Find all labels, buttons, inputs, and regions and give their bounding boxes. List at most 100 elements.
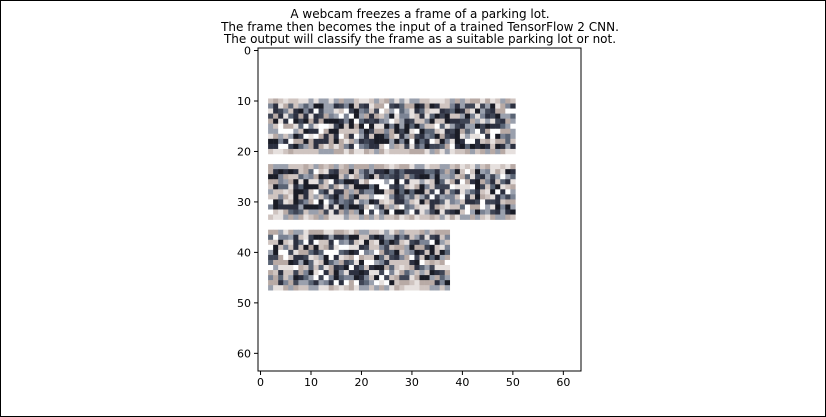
pixel-cell — [313, 285, 319, 291]
pixel-cell — [444, 199, 451, 205]
pixel-cell — [313, 123, 319, 129]
pixel-cell — [308, 244, 314, 251]
pixel-cell — [303, 270, 309, 276]
pixel-cell — [424, 199, 430, 205]
pixel-cell — [384, 209, 390, 215]
pixel-cell — [404, 194, 410, 200]
pixel-cell — [298, 214, 304, 220]
pixel-cell — [333, 280, 339, 286]
pixel-cell — [283, 204, 289, 210]
pixel-cell — [414, 128, 420, 135]
pixel-cell — [379, 133, 385, 140]
pixel-cell — [323, 103, 329, 109]
pixel-cell — [389, 103, 395, 109]
pixel-cell — [313, 118, 319, 124]
pixel-cell — [399, 128, 405, 135]
pixel-cell — [303, 103, 309, 109]
pixel-cell — [268, 103, 274, 109]
pixel-cell — [475, 103, 481, 109]
pixel-cell — [404, 275, 410, 281]
pixel-cell — [374, 128, 380, 135]
pixel-cell — [459, 108, 466, 114]
pixel-cell — [348, 143, 355, 150]
pixel-cell — [358, 98, 365, 104]
pixel-cell — [464, 184, 471, 190]
pixel-cell — [429, 113, 435, 119]
pixel-cell — [278, 199, 284, 205]
pixel-cell — [273, 138, 279, 145]
pixel-cell — [389, 128, 395, 135]
pixel-cell — [379, 108, 385, 114]
pixel-cell — [419, 270, 425, 276]
pixel-cell — [273, 254, 279, 261]
pixel-cell — [303, 275, 309, 281]
pixel-cell — [348, 133, 355, 140]
pixel-cell — [333, 275, 339, 281]
pixel-cell — [374, 108, 380, 114]
pixel-cell — [434, 234, 440, 241]
pixel-cell — [505, 214, 511, 220]
pixel-cell — [429, 103, 435, 109]
pixel-cell — [328, 98, 334, 104]
pixel-cell — [278, 179, 284, 185]
pixel-cell — [389, 275, 395, 281]
pixel-cell — [358, 103, 365, 109]
pixel-cell — [389, 174, 395, 180]
pixel-cell — [434, 174, 440, 180]
pixel-cell — [333, 98, 339, 104]
pixel-cell — [404, 108, 410, 114]
pixel-cell — [409, 179, 415, 185]
pixel-cell — [459, 138, 466, 145]
pixel-cell — [323, 164, 329, 170]
pixel-cell — [363, 138, 370, 145]
pixel-cell — [333, 108, 339, 114]
pixel-cell — [363, 285, 370, 291]
pixel-cell — [429, 118, 435, 124]
pixel-cell — [379, 239, 385, 246]
pixel-cell — [384, 179, 390, 185]
pixel-cell — [369, 98, 375, 104]
pixel-cell — [439, 280, 445, 286]
pixel-cell — [459, 174, 466, 180]
title-line-1: A webcam freezes a frame of a parking lo… — [290, 7, 550, 21]
pixel-cell — [308, 239, 314, 246]
pixel-cell — [283, 179, 289, 185]
pixel-cell — [363, 169, 370, 175]
pixel-cell — [273, 244, 279, 251]
pixel-cell — [485, 98, 491, 104]
pixel-cell — [424, 138, 430, 145]
pixel-cell — [278, 239, 284, 246]
pixel-cell — [480, 118, 486, 124]
pixel-cell — [439, 174, 445, 180]
pixel-cell — [500, 138, 506, 145]
pixel-cell — [323, 133, 329, 140]
pixel-cell — [318, 270, 324, 276]
pixel-cell — [369, 229, 375, 235]
pixel-cell — [353, 234, 360, 241]
pixel-cell — [419, 189, 425, 195]
pixel-cell — [424, 265, 430, 271]
pixel-cell — [414, 108, 420, 114]
pixel-cell — [439, 204, 445, 210]
pixel-cell — [404, 280, 410, 286]
pixel-cell — [434, 138, 440, 145]
pixel-cell — [328, 148, 334, 155]
pixel-cell — [394, 103, 400, 109]
pixel-cell — [439, 249, 445, 256]
pixel-cell — [353, 249, 360, 256]
pixel-cell — [429, 229, 435, 235]
pixel-cell — [308, 194, 314, 200]
pixel-cell — [374, 138, 380, 145]
pixel-cell — [293, 280, 299, 286]
pixel-cell — [369, 234, 375, 241]
pixel-cell — [328, 118, 334, 124]
pixel-cell — [303, 199, 309, 205]
pixel-cell — [394, 239, 400, 246]
pixel-cell — [439, 209, 445, 215]
pixel-cell — [323, 209, 329, 215]
pixel-cell — [424, 128, 430, 135]
pixel-cell — [409, 113, 415, 119]
pixel-cell — [328, 244, 334, 251]
pixel-cell — [485, 169, 491, 175]
pixel-cell — [409, 234, 415, 241]
